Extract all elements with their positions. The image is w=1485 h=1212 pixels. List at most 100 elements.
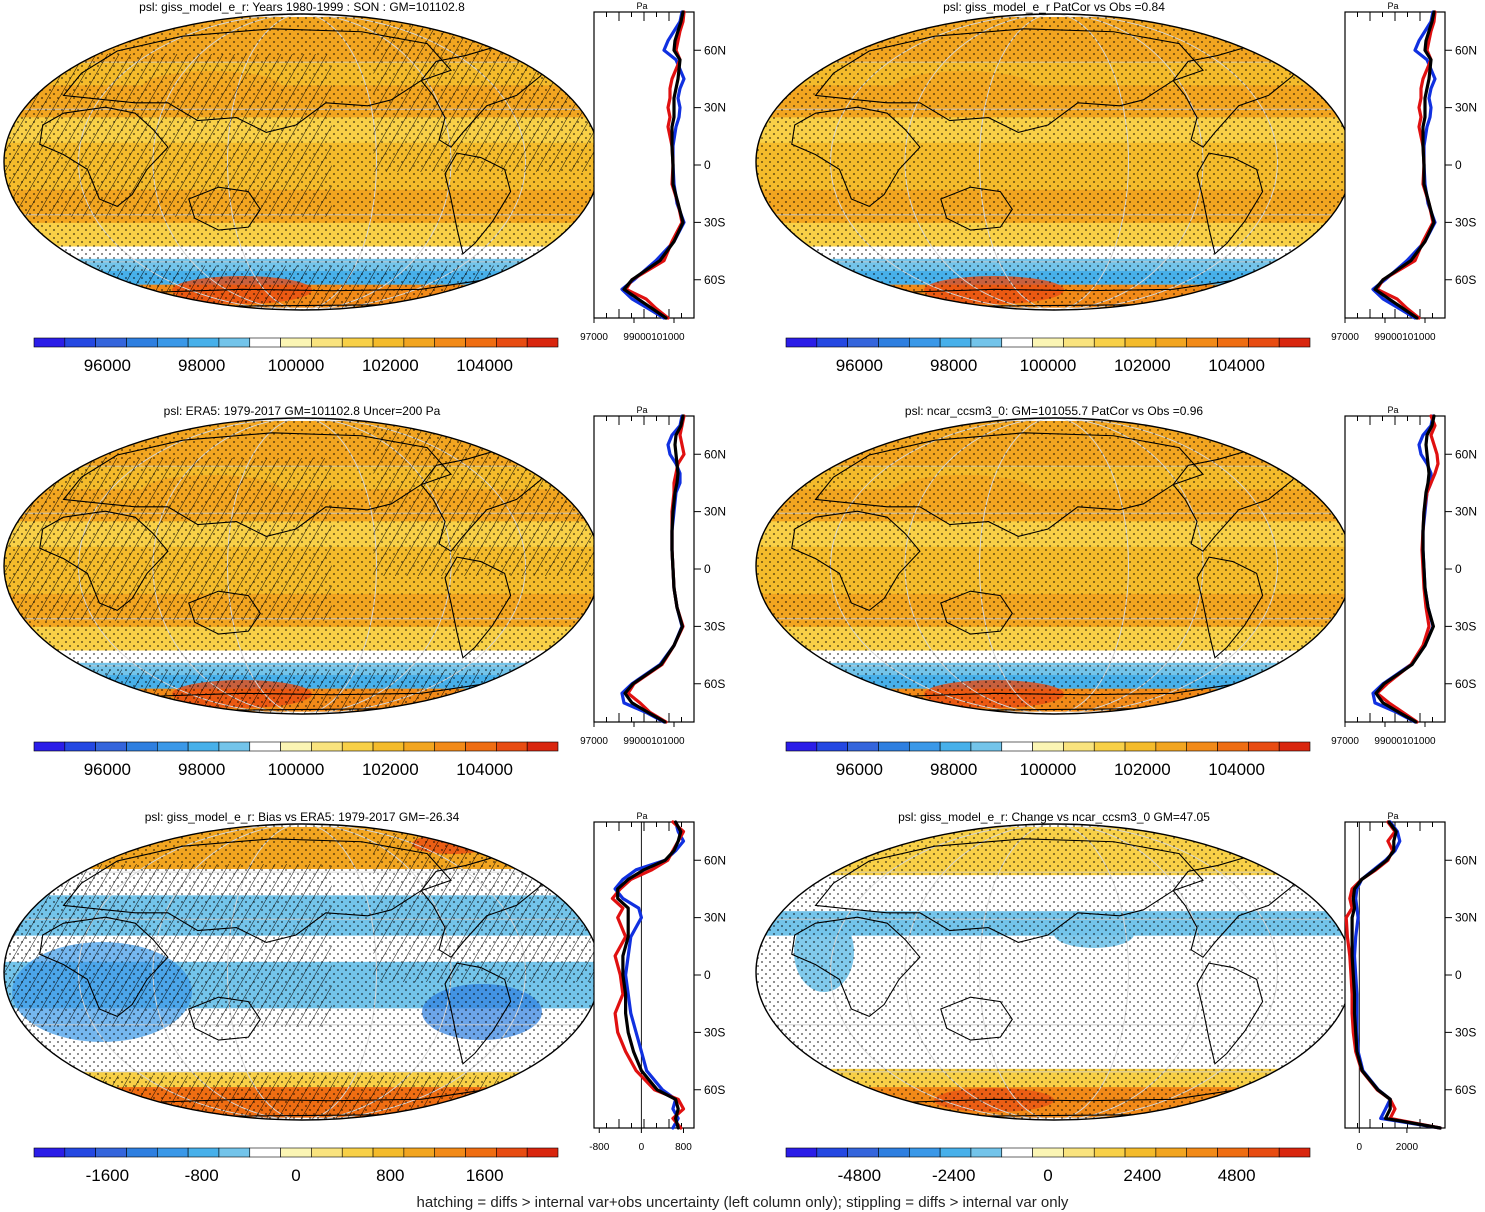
x-tick-label: 2000 — [1396, 1142, 1419, 1153]
y-tick-label: 0 — [1455, 968, 1462, 982]
colorbar-cell — [496, 1147, 528, 1158]
x-tick-label: 99000101000 — [1374, 332, 1436, 343]
map-body — [756, 418, 1352, 714]
colorbar-cell — [280, 337, 312, 348]
colorbar-cell — [1248, 337, 1280, 348]
x-tick-label: 99000101000 — [1374, 736, 1436, 747]
colorbar-cell — [64, 337, 96, 348]
x-tick-label: 0 — [1357, 1142, 1363, 1153]
hatching — [4, 458, 332, 621]
colorbar-cell — [341, 337, 374, 348]
colorbar-label: 98000 — [930, 356, 977, 375]
y-tick-label: 30N — [1455, 101, 1477, 115]
y-tick-label: 60S — [1455, 677, 1476, 691]
colorbar-label: -4800 — [838, 1166, 881, 1185]
y-tick-label: 30N — [704, 505, 726, 519]
y-tick-label: 60S — [1455, 273, 1476, 287]
colorbar-label: 96000 — [84, 760, 131, 779]
colorbar-cell — [939, 337, 972, 348]
profile-unit: Pa — [636, 405, 647, 415]
y-tick-label: 0 — [704, 968, 711, 982]
colorbar-cell — [434, 1147, 466, 1158]
y-tick-label: 60N — [704, 447, 726, 461]
y-tick-label: 30S — [704, 215, 725, 229]
x-tick-label: 97000 — [1331, 736, 1359, 747]
profile-frame — [1344, 821, 1446, 1129]
colorbar-cell — [218, 741, 251, 752]
y-tick-label: 30S — [1455, 215, 1476, 229]
profile-p6: Pa 0 2000 60N 30N 0 30S 60S — [1344, 811, 1477, 1153]
y-tick-label: 0 — [704, 158, 711, 172]
colorbar-cell — [816, 337, 848, 348]
colorbar-cell — [785, 741, 818, 752]
colorbar-cell — [939, 1147, 972, 1158]
panel-title: psl: giss_model_e_r: Bias vs ERA5: 1979-… — [145, 810, 460, 824]
colorbar-cell — [249, 741, 281, 752]
colorbar-cell — [126, 741, 158, 752]
y-tick-label: 30N — [1455, 911, 1477, 925]
y-tick-label: 30N — [704, 101, 726, 115]
colorbar-cell — [311, 337, 343, 348]
colorbar-cell — [496, 741, 528, 752]
colorbar-cell — [465, 1147, 497, 1158]
colorbar-label: 4800 — [1218, 1166, 1256, 1185]
panel-title: psl: ncar_ccsm3_0: GM=101055.7 PatCor vs… — [905, 404, 1203, 418]
colorbar-cell — [1217, 337, 1249, 348]
colorbar-cell — [311, 741, 343, 752]
colorbar-cell — [1032, 337, 1064, 348]
colorbar-label: 1600 — [466, 1166, 504, 1185]
colorbar-cell — [33, 337, 66, 348]
colorbar-cell — [126, 1147, 158, 1158]
colorbar-label: 98000 — [930, 760, 977, 779]
y-tick-label: 60S — [704, 273, 725, 287]
series-line-black — [622, 10, 685, 320]
colorbar-cell — [465, 741, 497, 752]
y-tick-label: 0 — [704, 562, 711, 576]
profile-unit: Pa — [636, 811, 647, 821]
colorbar-cell — [372, 1147, 405, 1158]
colorbar-cell — [1001, 337, 1033, 348]
colorbar-cell — [218, 337, 251, 348]
colorbar-cell — [280, 1147, 312, 1158]
colorbar-cell — [1278, 337, 1311, 348]
colorbar-label: 104000 — [1208, 760, 1265, 779]
y-tick-label: 30S — [1455, 619, 1476, 633]
colorbar-label: 100000 — [1020, 760, 1077, 779]
footnote: hatching = diffs > internal var+obs unce… — [416, 1194, 1069, 1211]
profile-p2: Pa 97000 99000101000 60N 30N 0 30S 60S — [1331, 1, 1477, 343]
y-tick-label: 60N — [1455, 43, 1477, 57]
profile-unit: Pa — [1387, 405, 1398, 415]
series-line-black — [616, 820, 683, 1130]
colorbar-label: 100000 — [268, 760, 325, 779]
colorbar-cell — [908, 337, 941, 348]
colorbar-cell — [1001, 1147, 1033, 1158]
plot-layer: psl: giss_model_e_r: Years 1980-1999 : S… — [3, 0, 1477, 1185]
colorbar-cell — [526, 1147, 559, 1158]
colorbar-label: -2400 — [932, 1166, 975, 1185]
colorbar-label: 102000 — [1114, 760, 1171, 779]
colorbar-cell — [1001, 741, 1033, 752]
y-tick-label: 60N — [704, 43, 726, 57]
colorbar-cell — [878, 1147, 910, 1158]
colorbar-cell — [1248, 741, 1280, 752]
colorbar-cell — [908, 1147, 941, 1158]
colorbar-cell — [1217, 741, 1249, 752]
colorbar-cell — [249, 337, 281, 348]
colorbar-cell — [95, 1147, 127, 1158]
x-tick-label: 99000101000 — [623, 736, 685, 747]
y-tick-label: 0 — [1455, 562, 1462, 576]
stippling — [756, 418, 1352, 714]
colorbar-cell — [218, 1147, 251, 1158]
colorbar-cell — [156, 1147, 189, 1158]
panel-title: psl: giss_model_e_r: Change vs ncar_ccsm… — [898, 810, 1210, 824]
profile-p4: Pa 97000 99000101000 60N 30N 0 30S 60S — [1331, 405, 1477, 747]
map-p3: psl: ERA5: 1979-2017 GM=101102.8 Uncer=2… — [3, 404, 601, 779]
colorbar-cell — [1032, 1147, 1064, 1158]
x-tick-label: 97000 — [580, 736, 608, 747]
map-p6: psl: giss_model_e_r: Change vs ncar_ccsm… — [755, 810, 1353, 1185]
map-p5: psl: giss_model_e_r: Bias vs ERA5: 1979-… — [3, 810, 601, 1185]
colorbar-cell — [434, 741, 466, 752]
colorbar-cell — [908, 741, 941, 752]
colorbar-label: 104000 — [456, 760, 513, 779]
profile-p1: Pa 97000 99000101000 60N 30N 0 30S 60S — [580, 1, 726, 343]
